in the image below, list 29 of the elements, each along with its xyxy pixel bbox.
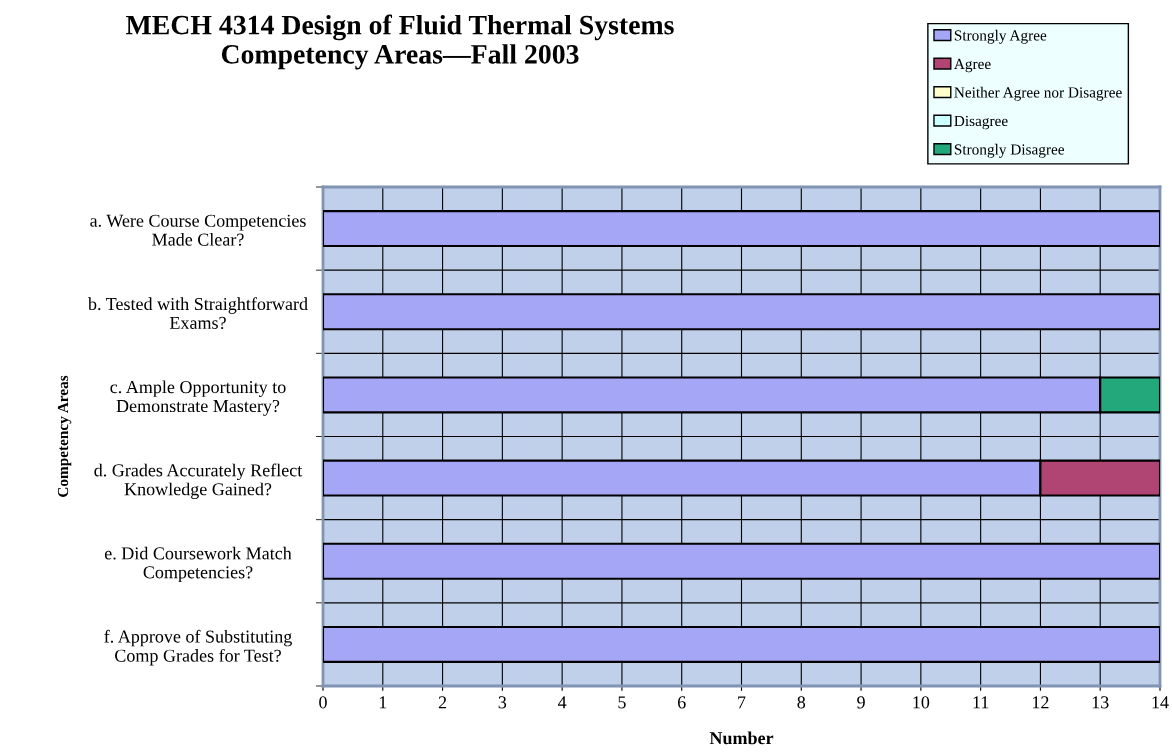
legend-label: Disagree xyxy=(954,115,1008,130)
x-tick-label: 6 xyxy=(677,696,686,709)
y-tick-label: b. Tested with Straightforward Exams? xyxy=(87,297,308,330)
x-tick-label: 5 xyxy=(618,696,626,709)
x-tick-label: 14 xyxy=(1152,696,1169,709)
legend-label: Neither Agree nor Disagree xyxy=(954,86,1122,101)
y-tick-label: c. Ample Opportunity to Demonstrate Mastery? xyxy=(110,380,286,416)
x-tick-label: 2 xyxy=(438,696,447,709)
x-tick-label: 0 xyxy=(319,696,327,709)
x-tick-label: 12 xyxy=(1032,696,1049,709)
legend-label: Agree xyxy=(953,58,991,73)
y-tick-label: f. Approve of Substituting Comp Grades for Test? xyxy=(104,629,292,666)
y-tick-label: a. Were Course Competencies Made Clear? xyxy=(90,214,306,246)
legend-label: Strongly Agree xyxy=(954,29,1047,44)
y-tick-label: d. Grades Accurately Reflect Knowledge Gained? xyxy=(94,463,303,500)
x-axis-title: Number xyxy=(709,731,774,745)
x-tick-label: 13 xyxy=(1092,696,1109,709)
x-tick-label: 9 xyxy=(857,696,865,709)
y-tick-label: e. Did Coursework Match Competencies? xyxy=(104,546,292,583)
x-tick-label: 1 xyxy=(379,696,387,709)
x-tick-label: 11 xyxy=(973,696,989,709)
x-tick-label: 10 xyxy=(913,696,930,709)
x-tick-label: 8 xyxy=(797,696,806,709)
legend-label: Strongly Disagree xyxy=(954,143,1065,158)
x-tick-label: 3 xyxy=(498,696,507,709)
y-axis-title: Competency Areas xyxy=(57,375,72,497)
chart-title: MECH 4314 Design of Fluid Thermal Systems Competency Areas—Fall 2003 xyxy=(126,14,674,70)
x-tick-label: 7 xyxy=(738,696,746,709)
x-tick-label: 4 xyxy=(557,696,567,709)
